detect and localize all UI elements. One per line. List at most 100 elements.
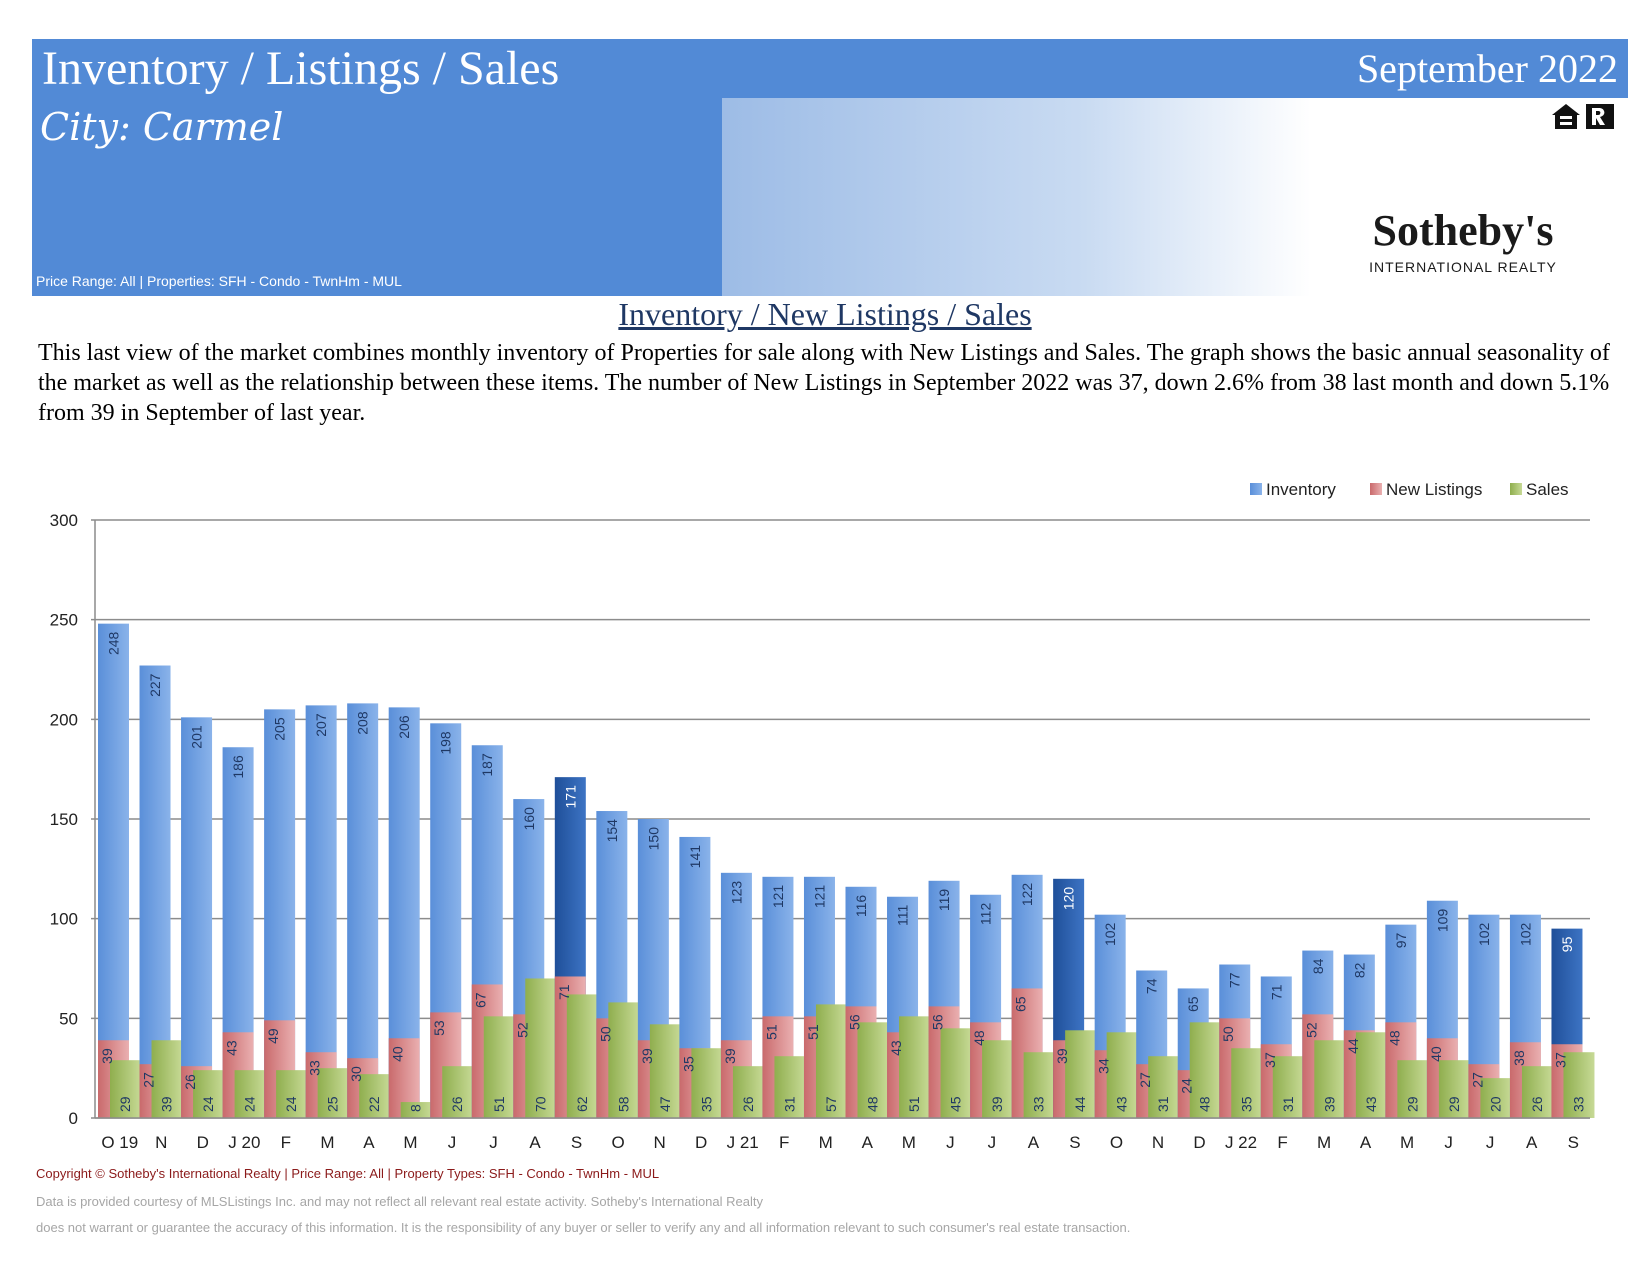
x-tick-label: J <box>988 1133 997 1152</box>
sales-bar <box>608 1002 640 1118</box>
sales-data-label: 31 <box>1155 1096 1171 1112</box>
new-listings-data-label: 71 <box>556 984 572 1000</box>
inventory-data-label: 121 <box>811 885 827 909</box>
sales-bar <box>1148 1056 1180 1118</box>
x-tick-label: F <box>779 1133 789 1152</box>
y-tick-label: 150 <box>50 810 78 829</box>
sales-data-label: 45 <box>948 1096 964 1112</box>
sales-data-label: 62 <box>574 1096 590 1112</box>
x-tick-label: M <box>403 1133 417 1152</box>
sales-bar <box>1106 1032 1138 1118</box>
sales-bar <box>1563 1052 1595 1118</box>
new-listings-data-label: 50 <box>1220 1026 1236 1042</box>
x-tick-label: J 20 <box>228 1133 260 1152</box>
disclaimer-line-1: Data is provided courtesy of MLSListings… <box>36 1194 763 1209</box>
x-tick-label: M <box>1400 1133 1414 1152</box>
inventory-data-label: 102 <box>1102 922 1118 946</box>
inventory-data-label: 186 <box>230 755 246 779</box>
sales-data-label: 8 <box>408 1104 424 1112</box>
inventory-data-label: 111 <box>895 905 911 926</box>
sales-bar <box>899 1016 931 1118</box>
y-tick-label: 0 <box>69 1109 78 1128</box>
new-listings-data-label: 51 <box>763 1024 779 1040</box>
report-date: September 2022 <box>1356 46 1618 91</box>
new-listings-data-label: 50 <box>597 1026 613 1042</box>
new-listings-data-label: 27 <box>1137 1072 1153 1088</box>
inventory-data-label: 207 <box>313 713 329 737</box>
new-listings-data-label: 56 <box>847 1014 863 1030</box>
x-tick-label: N <box>1152 1133 1164 1152</box>
sales-data-label: 24 <box>242 1096 258 1112</box>
new-listings-data-label: 56 <box>930 1014 946 1030</box>
equal-housing-realtor-icon <box>1552 104 1614 129</box>
x-tick-label: J <box>489 1133 498 1152</box>
sales-bar <box>400 1102 432 1118</box>
legend-swatch <box>1370 483 1382 495</box>
sales-data-label: 31 <box>1280 1096 1296 1112</box>
inventory-data-label: 201 <box>189 725 205 749</box>
x-tick-label: A <box>1360 1133 1372 1152</box>
sales-data-label: 39 <box>159 1096 175 1112</box>
inventory-data-label: 119 <box>936 889 952 912</box>
sales-bar <box>1272 1056 1304 1118</box>
copyright-footer: Copyright © Sotheby's International Real… <box>36 1166 660 1181</box>
new-listings-data-label: 39 <box>639 1048 655 1064</box>
x-tick-label: D <box>1193 1133 1205 1152</box>
x-tick-label: J <box>1444 1133 1453 1152</box>
inventory-data-label: 122 <box>1019 883 1035 907</box>
sales-bar <box>774 1056 806 1118</box>
inventory-data-label: 65 <box>1185 996 1201 1012</box>
sales-data-label: 43 <box>1114 1096 1130 1112</box>
sales-bar <box>566 994 598 1118</box>
y-tick-label: 50 <box>59 1009 78 1028</box>
inventory-data-label: 171 <box>562 785 578 809</box>
x-tick-label: S <box>1069 1133 1080 1152</box>
x-tick-label: M <box>902 1133 916 1152</box>
x-tick-label: J 21 <box>727 1133 759 1152</box>
x-tick-label: A <box>1526 1133 1538 1152</box>
sales-data-label: 44 <box>1072 1096 1088 1112</box>
sales-bar <box>1438 1060 1470 1118</box>
new-listings-data-label: 52 <box>514 1022 530 1038</box>
x-tick-label: N <box>155 1133 167 1152</box>
x-tick-label: O <box>1110 1133 1123 1152</box>
y-tick-label: 250 <box>50 611 78 630</box>
new-listings-data-label: 27 <box>1469 1072 1485 1088</box>
new-listings-data-label: 39 <box>722 1048 738 1064</box>
legend-label: Inventory <box>1266 480 1336 499</box>
sales-data-label: 47 <box>657 1096 673 1112</box>
inventory-data-label: 227 <box>147 673 163 697</box>
inventory-data-label: 74 <box>1144 978 1160 994</box>
sales-data-label: 35 <box>1238 1096 1254 1112</box>
new-listings-data-label: 33 <box>307 1060 323 1076</box>
legend-label: Sales <box>1526 480 1569 499</box>
inventory-data-label: 102 <box>1517 922 1533 946</box>
legend-swatch <box>1510 483 1522 495</box>
sales-data-label: 70 <box>532 1096 548 1112</box>
sothebys-logo: Sotheby's INTERNATIONAL REALTY <box>1369 206 1557 276</box>
sales-data-label: 51 <box>491 1096 507 1112</box>
x-tick-label: A <box>529 1133 541 1152</box>
inventory-bar <box>181 717 213 1118</box>
inventory-data-label: 160 <box>521 807 537 831</box>
new-listings-data-label: 43 <box>888 1040 904 1056</box>
sales-data-label: 51 <box>906 1096 922 1112</box>
sales-bar <box>940 1028 972 1118</box>
price-range-note: Price Range: All | Properties: SFH - Con… <box>36 273 402 289</box>
sales-data-label: 25 <box>325 1096 341 1112</box>
sales-data-label: 58 <box>615 1096 631 1112</box>
sales-data-label: 48 <box>1197 1096 1213 1112</box>
x-tick-label: J <box>946 1133 955 1152</box>
new-listings-data-label: 48 <box>1386 1030 1402 1046</box>
new-listings-data-label: 39 <box>1054 1048 1070 1064</box>
inventory-data-label: 120 <box>1061 887 1077 911</box>
inventory-bar <box>98 623 129 1118</box>
new-listings-data-label: 35 <box>680 1056 696 1072</box>
sales-data-label: 39 <box>1321 1096 1337 1112</box>
new-listings-data-label: 48 <box>971 1030 987 1046</box>
x-tick-label: M <box>1317 1133 1331 1152</box>
x-tick-label: A <box>862 1133 874 1152</box>
inventory-data-label: 154 <box>604 819 620 843</box>
sales-bar <box>1480 1078 1512 1118</box>
